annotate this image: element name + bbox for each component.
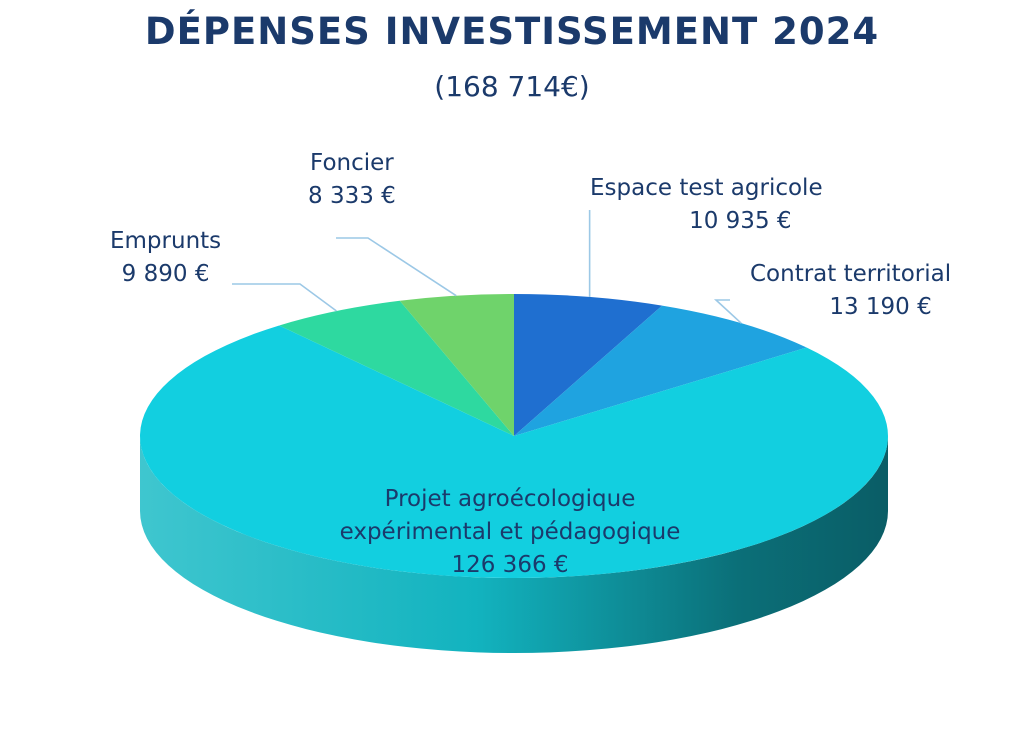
label-espace-test-agricole: Espace test agricole 10 935 € bbox=[590, 172, 823, 238]
pie-layer bbox=[139, 294, 889, 653]
pie-slice-0 bbox=[514, 294, 663, 436]
slice-label-emprunts: Emprunts bbox=[110, 228, 222, 254]
chart-subtitle: (168 714€) bbox=[434, 70, 590, 103]
slice-value-foncier: 8 333 € bbox=[308, 183, 396, 209]
slice-value-espace: 10 935 € bbox=[689, 208, 792, 234]
slice-value-emprunts: 9 890 € bbox=[121, 261, 210, 287]
slice-value-projet: 126 366 € bbox=[451, 552, 569, 578]
chart-title: DÉPENSES INVESTISSEMENT 2024 bbox=[144, 10, 880, 53]
leader-line-3 bbox=[232, 283, 337, 312]
label-projet-agroecologique: Projet agroécologique expérimental et pé… bbox=[300, 483, 720, 582]
slice-value-contrat: 13 190 € bbox=[829, 294, 932, 320]
pie-slice-2 bbox=[139, 325, 889, 578]
label-contrat-territorial: Contrat territorial 13 190 € bbox=[750, 258, 951, 324]
label-emprunts: Emprunts 9 890 € bbox=[110, 225, 221, 291]
leader-lines bbox=[232, 210, 742, 324]
pie-slice-3 bbox=[279, 300, 514, 436]
slice-label-espace: Espace test agricole bbox=[590, 175, 823, 201]
pie-slice-4 bbox=[399, 294, 514, 436]
leader-line-1 bbox=[713, 299, 742, 324]
slice-label-contrat: Contrat territorial bbox=[750, 261, 952, 287]
pie-slice-1 bbox=[514, 305, 807, 436]
pie-side-wall bbox=[140, 436, 888, 653]
slice-label-foncier: Foncier bbox=[310, 150, 394, 176]
slice-label-projet-2: expérimental et pédagogique bbox=[339, 519, 681, 545]
label-foncier: Foncier 8 333 € bbox=[308, 147, 396, 213]
slice-label-projet-1: Projet agroécologique bbox=[384, 486, 636, 512]
leader-line-4 bbox=[336, 237, 457, 297]
